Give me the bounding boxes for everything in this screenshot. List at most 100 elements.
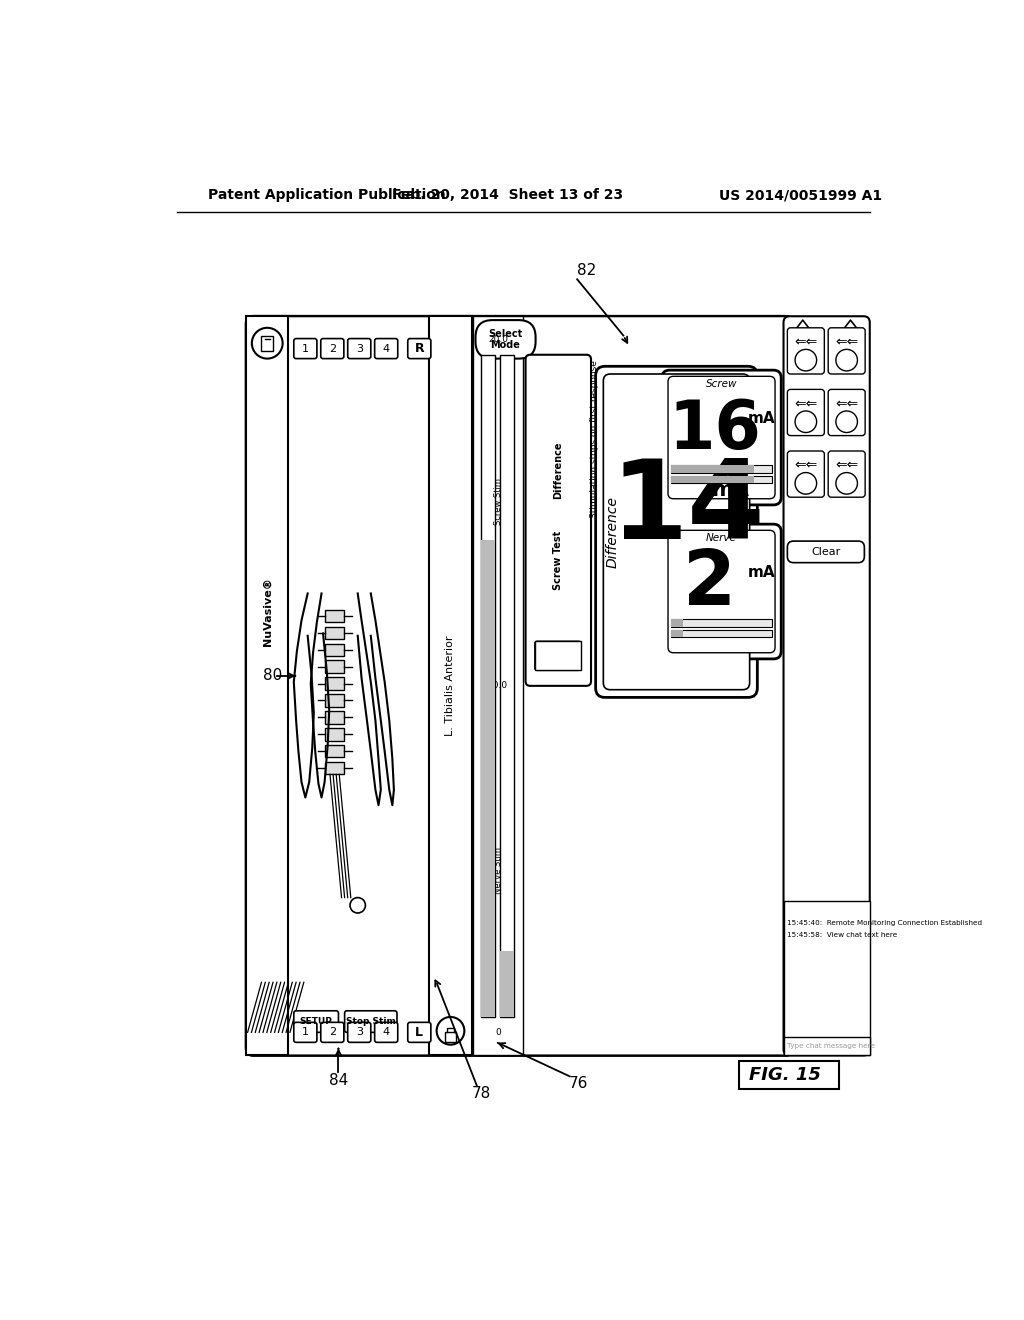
Bar (326, 644, 344, 656)
Circle shape (795, 350, 816, 371)
Text: 3: 3 (355, 343, 362, 354)
FancyBboxPatch shape (828, 389, 865, 436)
FancyBboxPatch shape (294, 1011, 339, 1032)
Text: Patent Application Publication: Patent Application Publication (208, 189, 445, 202)
Text: FIG. 15: FIG. 15 (750, 1065, 821, 1084)
Bar (783, 902, 869, 1056)
Bar (500, 355, 514, 1016)
FancyBboxPatch shape (348, 1022, 371, 1043)
Bar (326, 744, 344, 758)
FancyBboxPatch shape (321, 339, 344, 359)
FancyBboxPatch shape (246, 317, 519, 1056)
FancyBboxPatch shape (783, 317, 869, 1056)
Text: L: L (416, 1026, 423, 1039)
Text: 84: 84 (329, 1073, 348, 1089)
Text: 20.0: 20.0 (488, 335, 508, 343)
Text: mA: mA (712, 479, 750, 499)
Bar (671, 475, 772, 483)
Text: 3: 3 (355, 1027, 362, 1038)
Text: Type chat message here: Type chat message here (787, 1043, 876, 1049)
Bar (326, 694, 344, 706)
Text: Nerve: Nerve (707, 533, 737, 543)
Text: ⇐⇐: ⇐⇐ (835, 335, 858, 348)
Text: Select: Select (488, 329, 522, 339)
Text: 1: 1 (302, 343, 309, 354)
FancyBboxPatch shape (787, 541, 864, 562)
Circle shape (436, 1016, 464, 1044)
Bar (429, 317, 472, 1056)
Text: 0: 0 (496, 1028, 501, 1036)
Bar (671, 619, 683, 627)
FancyBboxPatch shape (787, 451, 824, 498)
Text: Mode: Mode (490, 339, 520, 350)
Text: Difference: Difference (553, 442, 563, 499)
Bar (671, 465, 754, 473)
Bar (473, 317, 523, 1056)
FancyBboxPatch shape (828, 451, 865, 498)
Text: Feb. 20, 2014  Sheet 13 of 23: Feb. 20, 2014 Sheet 13 of 23 (392, 189, 624, 202)
Text: 4: 4 (383, 1027, 390, 1038)
Text: Screw Test: Screw Test (553, 531, 563, 590)
FancyBboxPatch shape (294, 339, 316, 359)
Text: 16: 16 (669, 397, 762, 463)
Circle shape (836, 473, 857, 494)
Text: 2: 2 (683, 546, 736, 620)
Bar (671, 630, 772, 638)
FancyBboxPatch shape (475, 321, 536, 359)
FancyBboxPatch shape (348, 339, 371, 359)
Text: Screw Stim: Screw Stim (494, 478, 503, 524)
FancyBboxPatch shape (662, 370, 781, 506)
Bar (326, 762, 344, 775)
Bar (246, 317, 289, 1056)
Text: NuVasive®: NuVasive® (262, 577, 272, 647)
FancyBboxPatch shape (408, 1022, 431, 1043)
Text: 82: 82 (577, 263, 596, 277)
FancyBboxPatch shape (321, 1022, 344, 1043)
Bar (326, 711, 344, 723)
Text: 80: 80 (263, 668, 283, 684)
Bar (739, 1061, 839, 1089)
Bar (481, 355, 495, 1016)
Text: ⇐⇐: ⇐⇐ (835, 458, 858, 471)
FancyBboxPatch shape (345, 1011, 397, 1032)
Text: Stop Stim: Stop Stim (346, 1018, 395, 1026)
Text: ⇐⇐: ⇐⇐ (795, 458, 817, 471)
Text: 2: 2 (329, 343, 336, 354)
Text: 2: 2 (329, 1027, 336, 1038)
Circle shape (350, 898, 366, 913)
FancyBboxPatch shape (596, 367, 758, 697)
Circle shape (836, 411, 857, 433)
FancyBboxPatch shape (787, 327, 824, 374)
FancyBboxPatch shape (662, 524, 781, 659)
Bar (481, 540, 495, 1016)
Text: Stimulation stops on first response: Stimulation stops on first response (590, 360, 599, 517)
FancyBboxPatch shape (294, 1022, 316, 1043)
Bar (326, 610, 344, 622)
Bar (671, 475, 754, 483)
Circle shape (795, 411, 816, 433)
Bar (326, 729, 344, 741)
Text: Clear: Clear (811, 546, 841, 557)
Text: 76: 76 (569, 1076, 589, 1092)
FancyBboxPatch shape (535, 642, 581, 671)
Text: ⇐⇐: ⇐⇐ (795, 396, 817, 411)
Text: 4: 4 (383, 343, 390, 354)
Bar (671, 619, 772, 627)
Bar (500, 950, 514, 1016)
Text: ⇐⇐: ⇐⇐ (795, 335, 817, 348)
Text: ⇐⇐: ⇐⇐ (835, 396, 858, 411)
FancyBboxPatch shape (668, 376, 775, 499)
FancyBboxPatch shape (408, 339, 431, 359)
FancyBboxPatch shape (473, 317, 793, 1056)
Text: US 2014/0051999 A1: US 2014/0051999 A1 (719, 189, 882, 202)
FancyBboxPatch shape (375, 1022, 397, 1043)
Bar (326, 627, 344, 639)
Bar (326, 660, 344, 673)
Text: mA: mA (749, 411, 776, 426)
FancyBboxPatch shape (246, 317, 793, 1056)
Text: Screw: Screw (706, 379, 737, 389)
FancyBboxPatch shape (525, 355, 591, 686)
Text: Nerve Stim: Nerve Stim (494, 847, 503, 894)
FancyBboxPatch shape (787, 389, 824, 436)
Text: 15:45:40:  Remote Monitoring Connection Established: 15:45:40: Remote Monitoring Connection E… (786, 920, 982, 927)
